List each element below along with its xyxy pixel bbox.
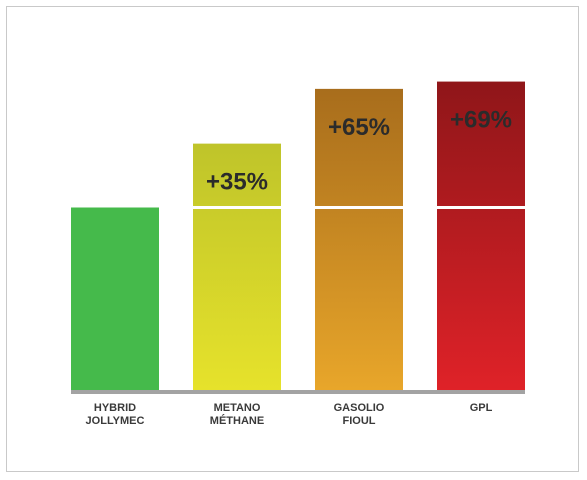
x-axis-line <box>71 390 525 394</box>
category-label-metano: METANO MÉTHANE <box>210 402 264 427</box>
category-label-gpl: GPL <box>470 402 493 414</box>
category-label-gasolio: GASOLIO FIOUL <box>334 402 385 427</box>
value-label-metano: +35% <box>206 169 268 196</box>
value-labels-layer: +35% +65% +69% <box>206 107 512 196</box>
value-label-gasolio: +65% <box>328 114 390 141</box>
baseline-divider-gasolio <box>315 206 403 209</box>
bar-metano <box>193 143 281 390</box>
bar-hybrid <box>71 207 159 390</box>
value-label-gpl: +69% <box>450 107 512 134</box>
bar-gpl <box>437 81 525 390</box>
baseline-divider-gpl <box>437 206 525 209</box>
baseline-divider-layer <box>193 206 525 209</box>
bar-gasolio <box>315 88 403 390</box>
baseline-divider-metano <box>193 206 281 209</box>
category-labels-layer: HYBRID JOLLYMEC METANO MÉTHANE GASOLIO FIOUL G… <box>86 402 493 427</box>
x-axis-layer <box>71 390 525 394</box>
category-label-hybrid: HYBRID JOLLYMEC <box>86 402 145 427</box>
bars-layer <box>71 81 525 390</box>
